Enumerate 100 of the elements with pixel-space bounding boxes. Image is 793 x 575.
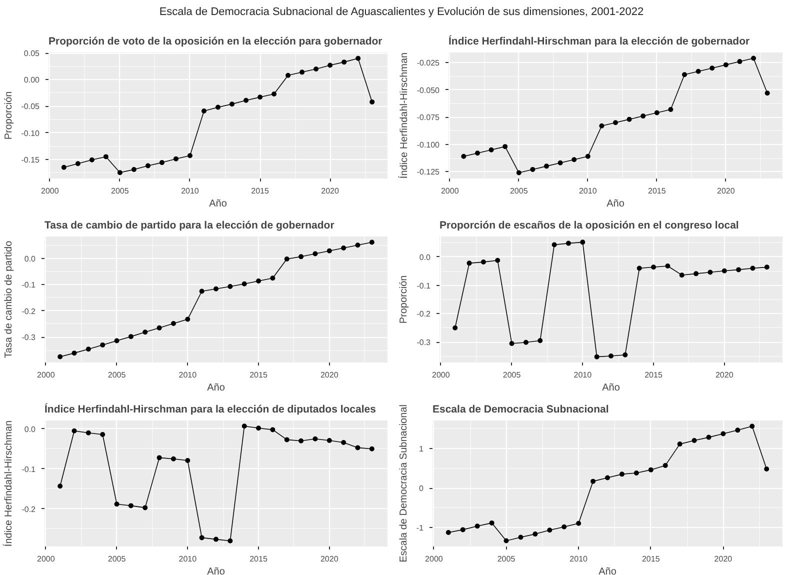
y-tick-label: -0.1 bbox=[22, 280, 36, 290]
point bbox=[706, 434, 712, 440]
x-tick-label: 2005 bbox=[510, 186, 528, 196]
point bbox=[370, 99, 375, 104]
point bbox=[355, 445, 360, 450]
point bbox=[538, 338, 543, 344]
chart-title: Proporción de escaños de la oposición en el congreso local bbox=[440, 220, 739, 232]
x-tick-label: 2005 bbox=[108, 370, 126, 380]
point bbox=[662, 462, 668, 468]
point bbox=[544, 164, 549, 169]
point bbox=[585, 154, 590, 159]
point bbox=[552, 242, 557, 248]
point bbox=[562, 524, 567, 530]
point bbox=[86, 430, 91, 436]
point bbox=[156, 455, 162, 460]
point bbox=[187, 153, 192, 158]
point bbox=[751, 56, 756, 61]
x-tick-label: 2000 bbox=[37, 554, 56, 564]
point bbox=[156, 325, 162, 330]
point bbox=[142, 330, 148, 335]
point bbox=[216, 104, 220, 110]
x-tick-label: 2010 bbox=[579, 186, 598, 196]
point bbox=[284, 437, 290, 442]
point bbox=[58, 354, 63, 360]
point bbox=[58, 484, 63, 489]
point bbox=[159, 160, 164, 166]
point bbox=[640, 114, 646, 119]
x-tick-label: 2010 bbox=[178, 370, 198, 380]
point bbox=[328, 62, 333, 68]
point bbox=[298, 254, 304, 260]
point bbox=[142, 505, 148, 510]
y-tick-label: 1 bbox=[419, 444, 424, 454]
point bbox=[228, 284, 233, 290]
point bbox=[736, 267, 742, 272]
y-tick-label: -0.075 bbox=[416, 113, 440, 122]
y-tick-label: -0.050 bbox=[416, 86, 440, 95]
y-tick-label: -0.10 bbox=[21, 128, 40, 138]
point bbox=[369, 240, 374, 245]
x-tick-label: 2010 bbox=[574, 370, 592, 380]
point bbox=[558, 160, 563, 166]
point bbox=[677, 442, 682, 447]
point bbox=[298, 438, 304, 444]
point bbox=[750, 424, 755, 429]
point bbox=[523, 340, 528, 345]
point bbox=[75, 161, 80, 166]
point bbox=[764, 90, 770, 96]
y-tick-label: -0.125 bbox=[416, 168, 440, 177]
point bbox=[201, 108, 206, 114]
point bbox=[270, 427, 276, 432]
point bbox=[502, 144, 508, 150]
point bbox=[461, 154, 466, 159]
point bbox=[509, 340, 514, 346]
chart-title: Escala de Democracia Subnacional bbox=[432, 404, 609, 416]
point bbox=[594, 354, 600, 360]
x-axis-title: Año bbox=[207, 566, 226, 575]
x-tick-label: 2000 bbox=[432, 370, 450, 380]
point bbox=[72, 428, 77, 434]
point bbox=[256, 426, 262, 431]
x-tick-label: 2000 bbox=[41, 186, 60, 196]
y-tick-label: 0 bbox=[419, 484, 424, 494]
point bbox=[694, 271, 699, 276]
point bbox=[312, 251, 318, 256]
y-tick-label: 0.05 bbox=[24, 49, 40, 58]
point bbox=[466, 260, 472, 266]
x-tick-label: 2015 bbox=[644, 370, 663, 380]
point bbox=[708, 270, 713, 275]
x-tick-label: 2010 bbox=[570, 554, 588, 564]
y-tick-label: 0.0 bbox=[24, 254, 36, 264]
y-axis-title: Índice Herfindahl-Hirschman bbox=[398, 52, 410, 179]
point bbox=[735, 428, 740, 433]
point bbox=[532, 532, 538, 537]
y-tick-label: 0.00 bbox=[24, 76, 40, 85]
x-tick-label: 2005 bbox=[497, 554, 516, 564]
y-tick-label: -0.05 bbox=[21, 102, 40, 112]
y-tick-label: -0.025 bbox=[416, 58, 440, 68]
point bbox=[242, 281, 247, 286]
point bbox=[242, 424, 247, 429]
point bbox=[100, 432, 106, 437]
point bbox=[173, 156, 178, 162]
point bbox=[750, 266, 756, 271]
point bbox=[230, 102, 235, 107]
point bbox=[764, 264, 770, 270]
point bbox=[576, 520, 582, 526]
point bbox=[131, 166, 136, 172]
y-tick-label: 0.0 bbox=[419, 252, 432, 262]
point bbox=[599, 123, 604, 128]
point bbox=[668, 107, 674, 112]
y-axis-title: Índice Herfindahl-Hirschman bbox=[2, 420, 15, 547]
point bbox=[460, 527, 466, 532]
x-tick-label: 2015 bbox=[648, 186, 666, 196]
y-axis-title: Proporción bbox=[398, 275, 410, 324]
x-tick-label: 2010 bbox=[181, 186, 200, 196]
point bbox=[256, 278, 262, 284]
point bbox=[100, 342, 106, 348]
point bbox=[566, 240, 571, 246]
point bbox=[341, 246, 346, 251]
y-tick-label: -0.1 bbox=[22, 464, 36, 474]
point bbox=[679, 272, 684, 278]
point bbox=[199, 288, 204, 294]
y-tick-label: -0.1 bbox=[416, 281, 432, 290]
